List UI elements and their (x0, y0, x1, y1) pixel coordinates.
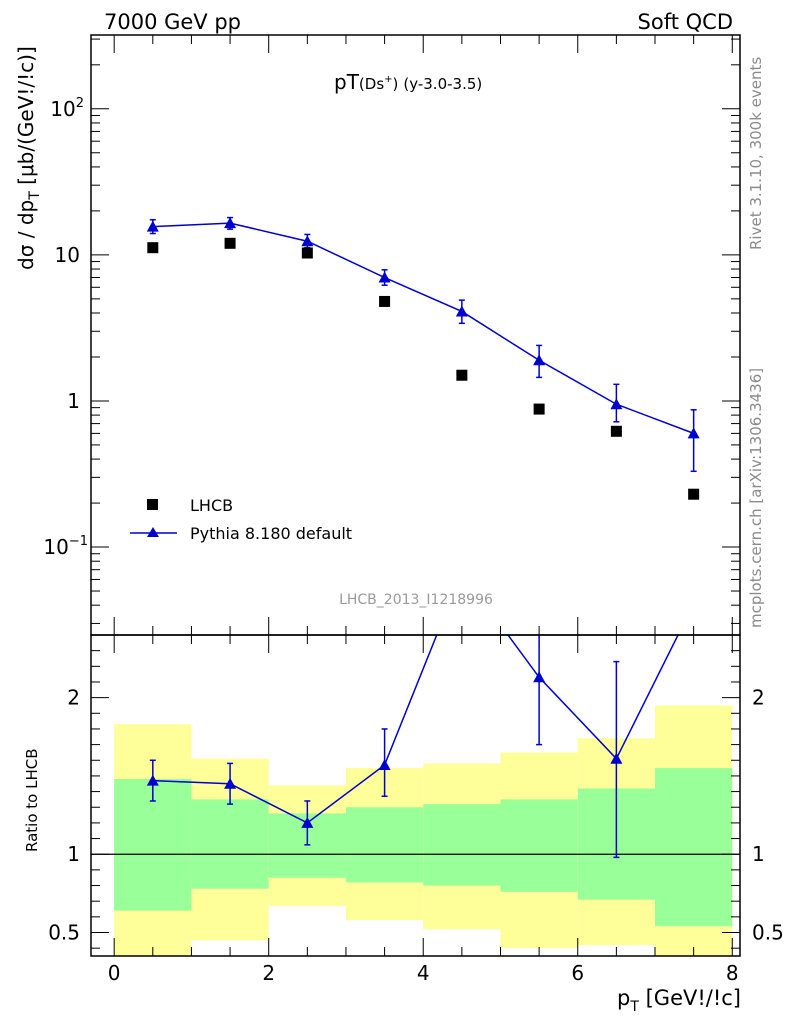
band-inner-bin (345, 807, 424, 883)
main-plot-frame (90, 34, 741, 636)
plot-title-range: (y-3.0-3.5) (403, 75, 482, 93)
ratio-mc-point (533, 671, 546, 683)
mc-point (455, 305, 468, 317)
data-point (533, 403, 545, 415)
ratio-y-tick-label-right: 2 (752, 686, 765, 710)
main-plot-marks (146, 216, 700, 500)
mc-point (687, 427, 700, 439)
energy-label: 7000 GeV pp (104, 10, 241, 34)
mc-line (152, 222, 694, 435)
rivet-version-label: Rivet 3.1.10, 300k events (747, 57, 765, 250)
mc-point (301, 235, 314, 247)
mc-point (610, 398, 623, 410)
main-y-tick-label: 102 (50, 96, 84, 121)
main-y-axis-label: dσ / dpT [μb/(GeV!/!c)] (14, 46, 43, 270)
data-point (147, 242, 159, 254)
ratio-mc-point (610, 752, 623, 764)
main-y-tick-label: 10−1 (43, 534, 88, 559)
legend-mc-marker (147, 527, 159, 537)
ratio-plot-frame (90, 634, 741, 957)
data-point (456, 369, 468, 381)
ratio-mc-point (224, 777, 237, 789)
ratio-y-tick-label-left: 1 (67, 842, 80, 866)
ratio-mc-line (152, 635, 679, 824)
plot-title: pT(Ds+) (y-3.0-3.5) (334, 70, 482, 94)
data-point (224, 237, 236, 249)
data-point (688, 488, 700, 500)
main-y-tick-label: 10 (55, 243, 80, 267)
x-tick-label: 6 (571, 961, 584, 985)
ratio-y-axis-label: Ratio to LHCB (23, 748, 41, 852)
legend: LHCB Pythia 8.180 default (130, 496, 352, 543)
ratio-mc-group (146, 635, 679, 859)
ratio-mc-point (301, 816, 314, 828)
analysis-id: LHCB_2013_I1218996 (339, 592, 493, 608)
ratio-plot-marks (146, 635, 679, 859)
plot-title-particle-sup: + (384, 74, 392, 85)
mc-point (146, 220, 159, 232)
mc-point (533, 354, 546, 366)
x-tick-label: 0 (108, 961, 121, 985)
plot-title-particle-close: ) (393, 75, 399, 93)
band-inner-bin (191, 799, 269, 889)
x-tick-label: 4 (417, 961, 430, 985)
ratio-mc-point (378, 758, 391, 770)
ratio-bands (91, 705, 740, 956)
ratio-y-tick-label-right: 0.5 (752, 921, 784, 945)
data-point (610, 425, 622, 437)
process-label: Soft QCD (638, 10, 733, 34)
mc-point (224, 217, 237, 229)
plot-title-particle: (Ds (359, 75, 384, 93)
band-inner-bin (423, 804, 501, 886)
x-axis-label: pT [GeV!/!c] (617, 986, 741, 1015)
ratio-y-tick-label-left: 0.5 (48, 921, 80, 945)
x-tick-label: 2 (262, 961, 275, 985)
legend-data-marker (147, 499, 158, 510)
legend-mc-label: Pythia 8.180 default (190, 524, 352, 543)
band-inner-bin (500, 799, 578, 892)
plot-title-main: pT (334, 70, 360, 94)
mc-point (378, 271, 391, 283)
ratio-mc-point (146, 774, 159, 786)
ratio-y-tick-label-right: 1 (752, 842, 765, 866)
ratio-y-tick-label-left: 2 (67, 686, 80, 710)
data-point (379, 295, 391, 307)
source-label: mcplots.cern.ch [arXiv:1306.3436] (747, 368, 765, 628)
main-axis-ticks: 102 10 1 10−1 (43, 35, 740, 635)
ratio-axis-ticks: 0.5 0.5 1 1 2 2 0 2 4 6 8 (48, 634, 784, 985)
data-point (301, 247, 313, 259)
x-tick-label: 8 (726, 961, 739, 985)
legend-data-label: LHCB (190, 496, 233, 515)
main-y-tick-label: 1 (67, 389, 80, 413)
band-inner-bin (655, 768, 733, 927)
